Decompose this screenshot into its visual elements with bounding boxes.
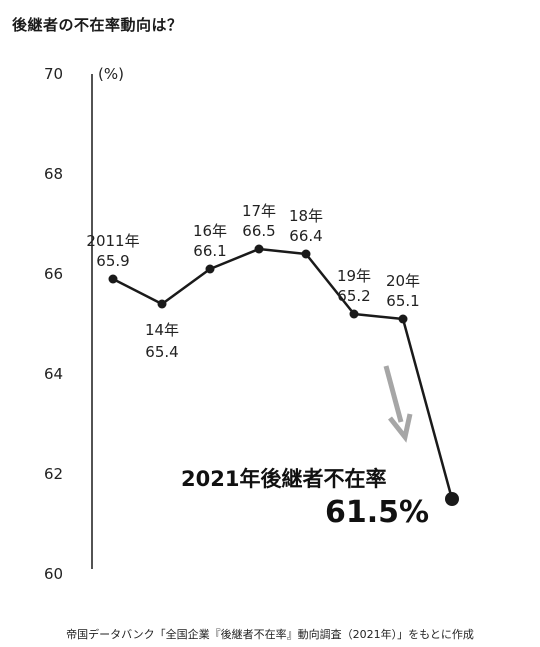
callout: 2021年後継者不在率 61.5%: [181, 365, 429, 530]
y-tick-label: 68: [44, 165, 63, 183]
data-label-year: 16年: [193, 222, 227, 240]
data-point: [301, 249, 311, 259]
data-label-value: 66.5: [242, 222, 275, 240]
data-label-value: 65.9: [96, 252, 129, 270]
y-unit-label: (%): [98, 65, 124, 83]
data-labels: 2011年 65.9 14年 65.4 16年 66.1 17年 66.5 18年 66.4 19年…: [86, 202, 420, 361]
data-point: [108, 274, 118, 284]
y-tick-label: 62: [44, 465, 63, 483]
data-point: [445, 492, 459, 506]
data-label-year: 18年: [289, 207, 323, 225]
chart-title: 後継者の不在率動向は？: [12, 16, 183, 34]
source-note: 帝国データバンク「全国企業『後継者不在率』動向調査（2021年）」をもとに作成: [66, 628, 474, 641]
callout-label: 2021年後継者不在率: [181, 467, 386, 491]
data-label-value: 65.1: [386, 292, 419, 310]
data-label-year: 2011年: [86, 232, 139, 250]
data-point: [157, 299, 167, 309]
data-label-year: 17年: [242, 202, 276, 220]
data-point: [349, 309, 359, 319]
data-label-value: 65.4: [145, 343, 178, 361]
data-point: [398, 314, 408, 324]
series-line: [112, 247, 454, 500]
data-label-value: 65.2: [337, 287, 370, 305]
y-tick-label: 60: [44, 565, 63, 583]
data-point: [205, 264, 215, 274]
series-area: 2011年 65.9 14年 65.4 16年 66.1 17年 66.5 18年 66.4 19年…: [86, 202, 459, 506]
data-label-year: 14年: [145, 321, 179, 339]
y-tick-label: 64: [44, 365, 63, 383]
data-point: [254, 244, 264, 254]
y-tick-labels: 70 68 66 64 62 60: [44, 65, 63, 583]
data-label-year: 20年: [386, 272, 420, 290]
data-label-value: 66.1: [193, 242, 226, 260]
data-label-year: 19年: [337, 267, 371, 285]
callout-value: 61.5%: [325, 495, 429, 530]
data-points: [108, 244, 459, 506]
arrow-shaft: [383, 365, 404, 423]
arrow-down-icon: [388, 413, 413, 443]
y-axis: 70 68 66 64 62 60 (%): [44, 65, 124, 583]
data-label-value: 66.4: [289, 227, 322, 245]
y-tick-label: 66: [44, 265, 63, 283]
y-tick-label: 70: [44, 65, 63, 83]
